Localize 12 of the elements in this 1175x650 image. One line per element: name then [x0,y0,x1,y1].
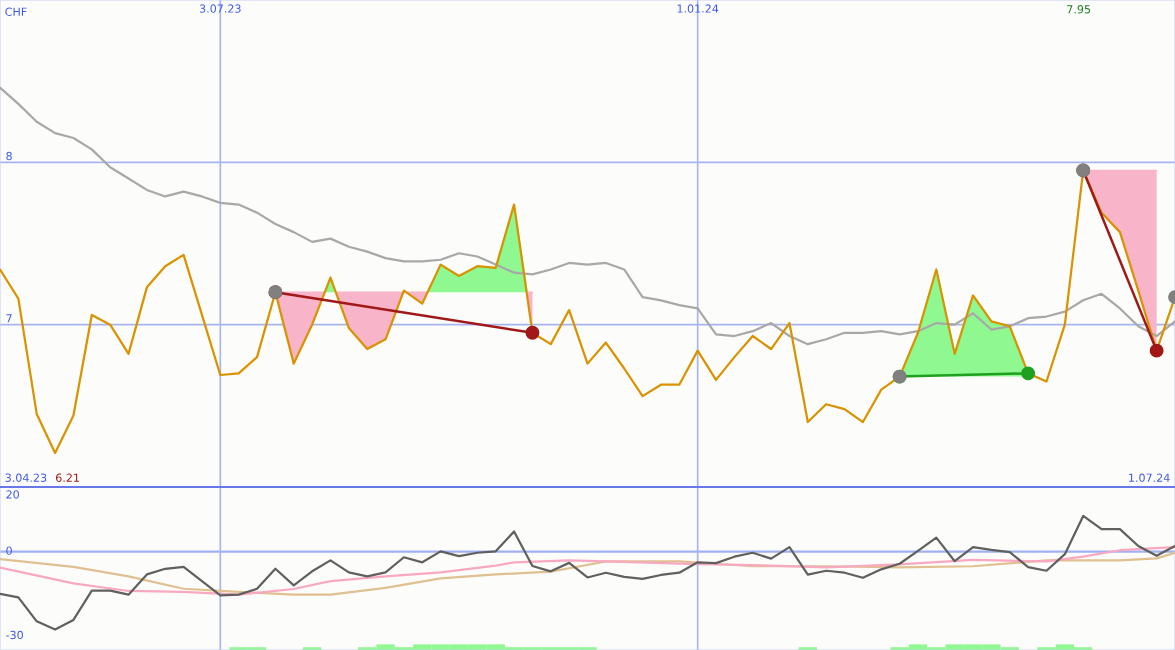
x-tick-label: 1.01.24 [677,4,719,13]
annotation: 7.95 [1067,5,1091,14]
annotation: 3.04.23 [5,473,47,482]
y-tick-label: 7 [6,314,12,323]
annotation: 6.21 [56,473,79,482]
y-tick-label: 20 [6,490,19,499]
annotation: 1.07.24 [1129,473,1170,482]
y-tick-label: -30 [6,630,23,640]
y-tick-label: 0 [6,546,12,555]
y-axis-title: CHF [5,7,27,16]
x-tick-label: 3.07.23 [199,4,241,13]
y-tick-label: 8 [6,151,12,161]
